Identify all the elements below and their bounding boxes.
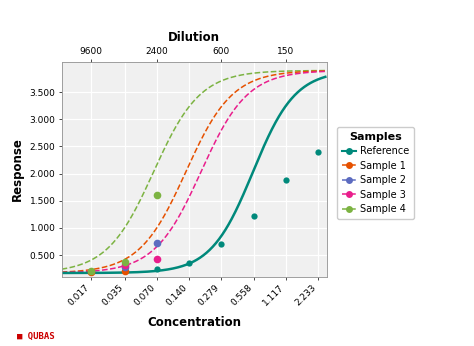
Legend: Reference, Sample 1, Sample 2, Sample 3, Sample 4: Reference, Sample 1, Sample 2, Sample 3,… <box>337 127 414 219</box>
Y-axis label: Response: Response <box>11 138 24 201</box>
X-axis label: Dilution: Dilution <box>168 31 220 45</box>
Text: ■ QUBAS: ■ QUBAS <box>17 332 54 341</box>
X-axis label: Concentration: Concentration <box>147 316 241 329</box>
